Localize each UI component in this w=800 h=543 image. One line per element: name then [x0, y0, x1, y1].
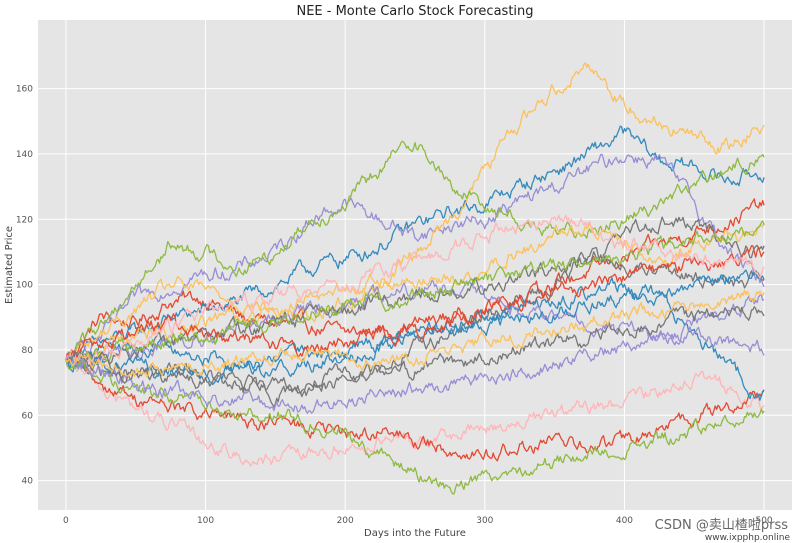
y-tick-label: 40: [22, 477, 34, 487]
series-line: [65, 220, 765, 371]
x-tick-labels: 0 100 200 300 400 500: [63, 516, 773, 526]
series-line: [65, 351, 765, 467]
watermark-text: CSDN @卖山楂啦prss: [654, 518, 788, 533]
series-line: [65, 125, 765, 366]
series-line: [65, 359, 765, 495]
series-line: [65, 245, 765, 364]
watermark-url: www.ixpphp.online: [704, 533, 790, 543]
y-tick-label: 60: [22, 411, 34, 421]
x-tick-label: 300: [476, 516, 493, 526]
y-tick-label: 140: [16, 150, 33, 160]
series-line: [65, 269, 765, 386]
series-group: [65, 62, 765, 495]
x-tick-label: 0: [63, 516, 69, 526]
plot-area: [38, 20, 792, 510]
series-line: [65, 153, 765, 360]
series-line: [65, 280, 765, 367]
x-tick-label: 100: [197, 516, 214, 526]
y-tick-label: 120: [16, 215, 33, 225]
grid: [38, 20, 792, 510]
y-tick-label: 160: [16, 85, 33, 95]
series-line: [65, 277, 765, 401]
series-line: [65, 216, 765, 408]
series-line: [65, 305, 765, 398]
series-line: [65, 198, 765, 361]
x-tick-label: 400: [616, 516, 633, 526]
y-tick-label: 100: [16, 281, 33, 291]
x-axis-label: Days into the Future: [364, 528, 466, 539]
x-tick-label: 500: [755, 516, 772, 526]
series-line: [65, 289, 765, 378]
chart-title: NEE - Monte Carlo Stock Forecasting: [296, 4, 533, 19]
series-line: [65, 214, 765, 365]
y-tick-label: 80: [22, 346, 34, 356]
series-line: [65, 140, 765, 361]
series-line: [65, 294, 765, 414]
series-line: [65, 352, 765, 462]
y-axis-label: Estimated Price: [4, 226, 15, 304]
x-tick-label: 200: [337, 516, 354, 526]
series-line: [65, 62, 765, 360]
y-tick-labels: 40 60 80 100 120 140 160: [16, 85, 33, 487]
